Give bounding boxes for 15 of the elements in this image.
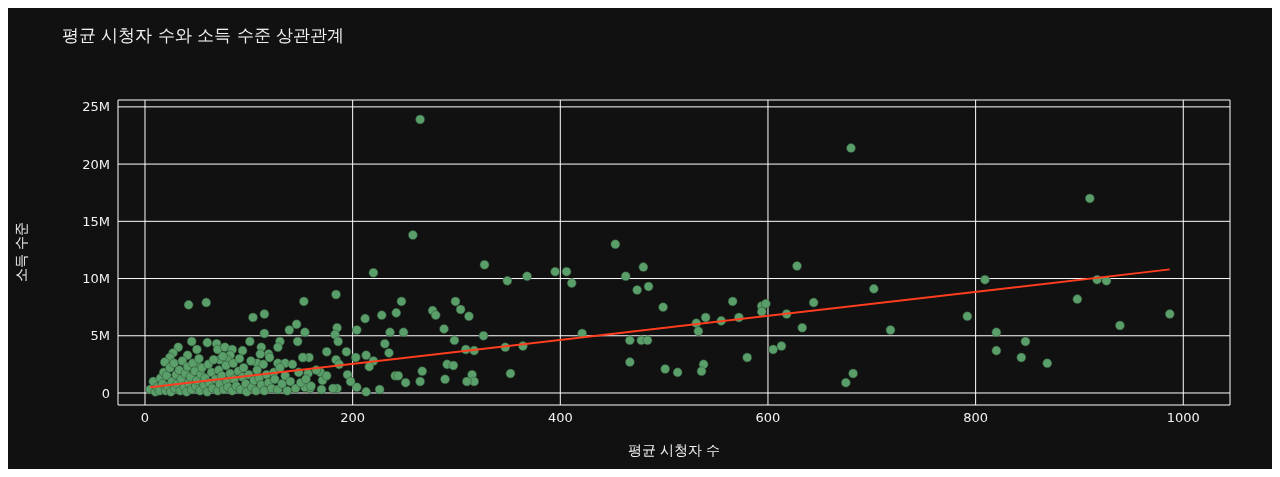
y-tick-label: 5M — [90, 328, 110, 344]
x-tick-label: 0 — [140, 410, 150, 426]
y-tick-label: 15M — [82, 213, 110, 229]
chart-title: 평균 시청자 수와 소득 수준 상관관계 — [62, 24, 345, 47]
x-axis-title: 평균 시청자 수 — [626, 442, 722, 460]
x-tick-label: 400 — [547, 410, 573, 426]
x-tick-label: 1000 — [1166, 410, 1200, 426]
y-tick-label: 10M — [82, 271, 110, 287]
x-tick-label: 600 — [755, 410, 781, 426]
y-axis-title: 소득 수준 — [13, 221, 30, 283]
y-tick-label: 20M — [82, 156, 110, 172]
y-tick-label: 0 — [101, 385, 110, 401]
y-tick-label: 25M — [82, 99, 110, 115]
x-tick-label: 800 — [963, 410, 989, 426]
x-tick-label: 200 — [340, 410, 366, 426]
